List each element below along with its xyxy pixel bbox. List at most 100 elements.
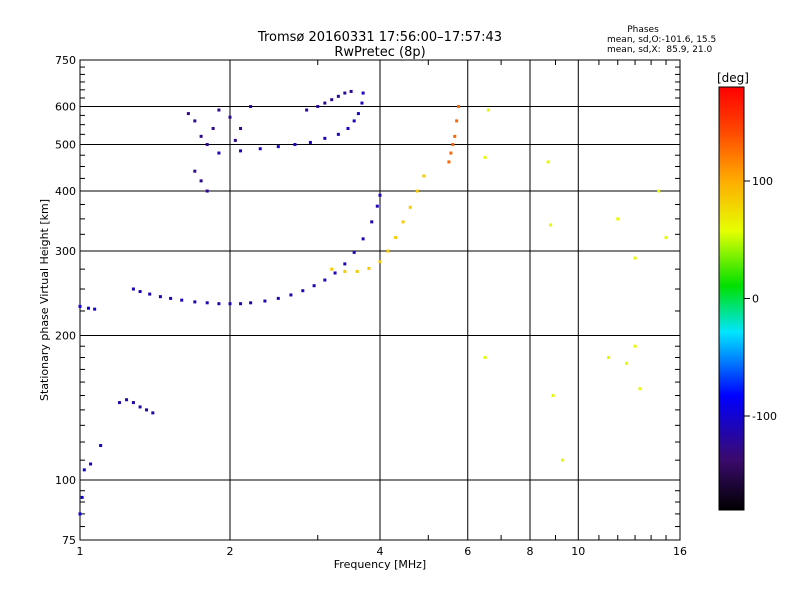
data-point — [401, 220, 405, 224]
phases-line-o: mean, sd,O:-101.6, 15.5 — [607, 35, 716, 45]
data-point — [205, 143, 209, 147]
data-point — [607, 355, 611, 359]
y-tick-label: 400 — [55, 185, 76, 198]
data-point — [145, 408, 149, 412]
data-point — [449, 151, 453, 155]
chart-title: Tromsø 20160331 17:56:00–17:57:43 — [257, 30, 502, 45]
data-point — [316, 105, 320, 109]
data-point — [78, 304, 82, 308]
data-point — [125, 398, 129, 402]
data-point — [355, 269, 359, 273]
data-point — [228, 115, 232, 119]
data-point — [483, 355, 487, 359]
data-point — [361, 91, 365, 95]
x-tick-label: 1 — [77, 545, 84, 558]
x-tick-label: 16 — [673, 545, 687, 558]
data-point — [117, 401, 121, 405]
data-point — [625, 361, 629, 365]
data-point — [346, 126, 350, 130]
y-tick-label: 750 — [55, 54, 76, 67]
data-point — [457, 105, 461, 109]
colorbar-unit: [deg] — [717, 71, 749, 85]
data-point — [422, 174, 426, 178]
data-point — [415, 189, 419, 193]
data-point — [148, 292, 152, 296]
data-point — [199, 134, 203, 138]
data-point — [633, 344, 637, 348]
data-point — [239, 126, 243, 130]
data-point — [293, 143, 297, 147]
data-point — [305, 108, 309, 112]
data-point — [483, 155, 487, 159]
data-point — [186, 112, 190, 116]
data-point — [616, 217, 620, 221]
data-point — [263, 299, 267, 303]
data-point — [343, 262, 347, 266]
data-point — [336, 132, 340, 136]
data-point — [375, 204, 379, 208]
y-tick-label: 300 — [55, 245, 76, 258]
y-tick-label: 200 — [55, 330, 76, 343]
data-point — [289, 293, 293, 297]
data-point — [217, 108, 221, 112]
x-tick-label: 6 — [464, 545, 471, 558]
data-points — [78, 89, 668, 516]
data-point — [205, 301, 209, 305]
x-tick-label: 8 — [527, 545, 534, 558]
data-point — [211, 126, 215, 130]
data-point — [239, 302, 243, 306]
data-point — [394, 236, 398, 240]
data-point — [276, 296, 280, 300]
data-point — [131, 287, 135, 291]
data-point — [333, 271, 337, 275]
data-point — [378, 260, 382, 264]
phases-heading: Phases — [627, 25, 659, 35]
grid-lines — [80, 60, 680, 540]
data-point — [638, 387, 642, 391]
x-tick-label: 4 — [377, 545, 384, 558]
data-point — [408, 205, 412, 209]
data-point — [193, 169, 197, 173]
data-point — [455, 119, 459, 123]
colorbar — [718, 86, 745, 511]
data-point — [453, 134, 457, 138]
data-point — [378, 193, 382, 197]
data-point — [217, 151, 221, 155]
data-point — [549, 223, 553, 227]
data-point — [99, 444, 103, 448]
colorbar-tick-label: 100 — [752, 175, 773, 188]
y-tick-label: 100 — [55, 474, 76, 487]
data-point — [308, 140, 312, 144]
data-point — [343, 269, 347, 273]
data-point — [360, 101, 364, 105]
data-point — [169, 296, 173, 300]
colorbar-tick-label: 0 — [752, 293, 759, 306]
data-point — [330, 98, 334, 102]
y-tick-label: 600 — [55, 101, 76, 114]
data-point — [89, 462, 93, 466]
data-point — [180, 298, 184, 302]
axis-ticks: 1 2 4 6 8 10 16 75 100 200 300 400 500 600 750 — [55, 54, 687, 558]
data-point — [151, 411, 155, 415]
data-point — [323, 101, 327, 105]
data-point — [657, 189, 661, 193]
data-point — [361, 237, 365, 241]
chart-subtitle: RwPretec (8p) — [334, 45, 425, 60]
colorbar-tick-label: -100 — [752, 410, 777, 423]
data-point — [312, 284, 316, 288]
data-point — [633, 256, 637, 260]
y-tick-label: 75 — [62, 534, 76, 547]
data-point — [131, 401, 135, 405]
data-point — [664, 236, 668, 240]
data-point — [249, 105, 253, 109]
data-point — [276, 145, 280, 149]
data-point — [551, 394, 555, 398]
x-tick-label: 2 — [227, 545, 234, 558]
data-point — [451, 143, 455, 147]
data-point — [486, 108, 490, 112]
data-point — [323, 278, 327, 282]
data-point — [193, 119, 197, 123]
data-point — [138, 405, 142, 409]
data-point — [86, 306, 90, 310]
